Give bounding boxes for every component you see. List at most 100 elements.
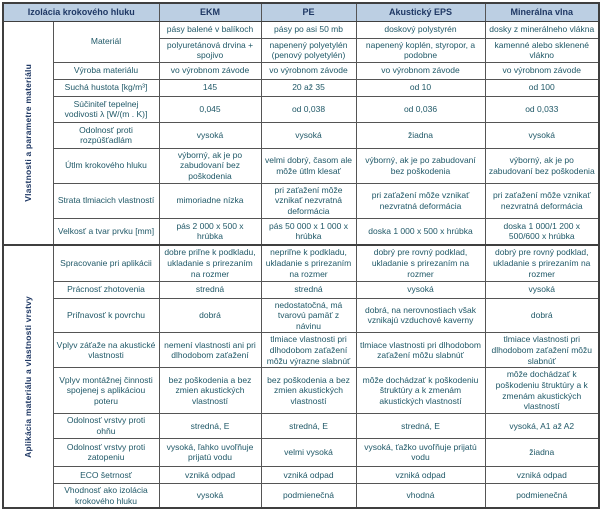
table-row: Vplyv montážnej činnosti spojenej s apli… xyxy=(3,367,600,414)
section-strip-properties: Vlastnosti a parametre materiálu xyxy=(2,20,54,246)
section-label-vertical: Vlastnosti a parametre materiálu xyxy=(22,63,33,202)
row-label: Velkosť a tvar prvku [mm] xyxy=(52,217,160,246)
value-cell: 20 až 35 xyxy=(260,78,357,97)
table-row: Odolnosť vrstvy proti zatopeniu vysoká, … xyxy=(3,437,600,467)
row-label: ECO šetrnosť xyxy=(52,465,160,484)
value-cell: vo výrobnom závode xyxy=(260,61,357,80)
table-row-material-form: Vlastnosti a parametre materiálu Materiá… xyxy=(2,20,600,246)
value-cell: vysoká xyxy=(355,280,486,299)
value-cell: výborný, ak je po zabudovaní bez poškode… xyxy=(484,147,600,184)
value-cell: kamenné alebo sklenené vlákno xyxy=(484,37,600,63)
value-cell: dosky z minerálneho vlákna xyxy=(484,20,600,39)
value-cell: od 10 xyxy=(355,78,486,97)
value-cell: dobrý pre rovný podklad, ukladanie s pri… xyxy=(484,244,600,282)
table-row: Strata tlmiacich vlastností mimoriadne n… xyxy=(3,182,600,219)
value-cell: nedostatočná, má tvarovú pamäť z návinu xyxy=(260,297,357,334)
row-label: Materiál xyxy=(52,20,160,63)
value-cell: môže dochádzať k poškodeniu štruktúry a … xyxy=(355,367,486,414)
row-label: Strata tlmiacich vlastností xyxy=(52,182,160,219)
value-cell: pásy po asi 50 mb xyxy=(260,20,357,39)
row-label: Suchá hustota [kg/m³] xyxy=(52,78,160,97)
row-label: Prácnosť zhotovenia xyxy=(52,280,160,299)
value-cell: vo výrobnom závode xyxy=(484,61,600,80)
value-cell: pri zaťažení môže vznikať nezvratná defo… xyxy=(484,182,600,219)
column-header-eps: Akustický EPS xyxy=(355,2,486,22)
section-strip-application: Aplikácia materiálu a vlastnosti vrstvy xyxy=(2,243,54,509)
value-cell: dobrá, na nerovnostiach však vznikajú vz… xyxy=(355,297,486,334)
value-cell: tlmiace vlastnosti pri dlhodobom zaťažen… xyxy=(355,332,486,369)
value-cell: žiadna xyxy=(355,121,486,149)
value-cell: od 0,038 xyxy=(260,95,357,123)
value-cell: vzniká odpad xyxy=(484,465,600,484)
row-label: Priľnavosť k povrchu xyxy=(52,297,160,334)
table-row: Útlm krokového hluku výborný, ak je po z… xyxy=(3,147,600,184)
row-label: Súčiniteľ tepelnej vodivosti λ [W/(m . K… xyxy=(52,95,160,123)
value-cell: nepriľne k podkladu, ukladanie s prireza… xyxy=(260,244,357,282)
value-cell: napenený koplén, styropor, a podobne xyxy=(355,37,486,63)
value-cell: dobrý pre rovný podklad, ukladanie s pri… xyxy=(355,244,486,282)
value-cell: vysoká xyxy=(484,121,600,149)
value-cell: pás 50 000 x 1 000 x hrúbka xyxy=(260,217,357,246)
table-row: Suchá hustota [kg/m³] 145 20 až 35 od 10… xyxy=(3,78,600,97)
table-row: Aplikácia materiálu a vlastnosti vrstvy … xyxy=(2,243,600,509)
row-label: Vhodnosť ako izolácia krokového hluku xyxy=(52,482,160,509)
value-cell: vysoká, ťažko uvoľňuje prijatú vodu xyxy=(355,437,486,467)
value-cell: velmi vysoká xyxy=(260,437,357,467)
value-cell: dobrá xyxy=(484,297,600,334)
value-cell: výborný, ak je po zabudovaní bez poškode… xyxy=(355,147,486,184)
table-row: Vhodnosť ako izolácia krokového hluku vy… xyxy=(3,482,600,509)
value-cell: tlmiace vlastnosti pri dlhodobom zaťažen… xyxy=(260,332,357,369)
value-cell: pri zaťažení môže vznikať nezvratná defo… xyxy=(260,182,357,219)
value-cell: vo výrobnom závode xyxy=(355,61,486,80)
value-cell: výborný, ak je po zabudovaní bez poškode… xyxy=(158,147,262,184)
value-cell: môže dochádzať k poškodeniu štruktúry a … xyxy=(484,367,600,414)
table-row: Výroba materiálu vo výrobnom závode vo v… xyxy=(3,61,600,80)
value-cell: vzniká odpad xyxy=(355,465,486,484)
table-header-row: Izolácia krokového hluku EKM PE Akustick… xyxy=(2,2,600,22)
value-cell: vysoká, ľahko uvoľňuje prijatú vodu xyxy=(158,437,262,467)
value-cell: mimoriadne nízka xyxy=(158,182,262,219)
value-cell: dobre priľne k podkladu, ukladanie s pri… xyxy=(158,244,262,282)
value-cell: stredná xyxy=(260,280,357,299)
row-label: Odolnosť proti rozpúšťadlám xyxy=(52,121,160,149)
row-label: Výroba materiálu xyxy=(52,61,160,80)
value-cell: podmienečná xyxy=(484,482,600,509)
table-row: Súčiniteľ tepelnej vodivosti λ [W/(m . K… xyxy=(3,95,600,123)
value-cell: doskový polystyrén xyxy=(355,20,486,39)
row-label: Útlm krokového hluku xyxy=(52,147,160,184)
value-cell: stredná, E xyxy=(355,412,486,439)
value-cell: od 100 xyxy=(484,78,600,97)
value-cell: doska 1 000 x 500 x hrúbka xyxy=(355,217,486,246)
table-row-material-composition: polyuretánová drvina + spojivo napenený … xyxy=(3,37,600,63)
value-cell: 145 xyxy=(158,78,262,97)
table-row: Priľnavosť k povrchu dobrá nedostatočná,… xyxy=(3,297,600,334)
value-cell: žiadna xyxy=(484,437,600,467)
column-header-pe: PE xyxy=(260,2,357,22)
table-row: Velkosť a tvar prvku [mm] pás 2 000 x 50… xyxy=(3,217,600,246)
value-cell: stredná, E xyxy=(158,412,262,439)
value-cell: velmi dobrý, časom ale môže útlm klesať xyxy=(260,147,357,184)
value-cell: od 0,036 xyxy=(355,95,486,123)
column-header-ekm: EKM xyxy=(158,2,262,22)
value-cell: bez poškodenia a bez zmien akustických v… xyxy=(158,367,262,414)
section-label-vertical: Aplikácia materiálu a vlastnosti vrstvy xyxy=(22,295,33,458)
table-row: Odolnosť proti rozpúšťadlám vysoká vysok… xyxy=(3,121,600,149)
value-cell: nemení vlastnosti ani pri dlhodobom zaťa… xyxy=(158,332,262,369)
row-label: Vplyv záťaže na akustické vlastnosti xyxy=(52,332,160,369)
table-row: ECO šetrnosť vzniká odpad vzniká odpad v… xyxy=(3,465,600,484)
value-cell: bez poškodenia a bez zmien akustických v… xyxy=(260,367,357,414)
value-cell: pri zaťažení môže vznikať nezvratná defo… xyxy=(355,182,486,219)
table-row: Prácnosť zhotovenia stredná stredná vyso… xyxy=(3,280,600,299)
row-label: Odolnosť vrstvy proti ohňu xyxy=(52,412,160,439)
value-cell: stredná, E xyxy=(260,412,357,439)
value-cell: vo výrobnom závode xyxy=(158,61,262,80)
value-cell: dobrá xyxy=(158,297,262,334)
value-cell: stredná xyxy=(158,280,262,299)
value-cell: vzniká odpad xyxy=(158,465,262,484)
value-cell: vysoká xyxy=(484,280,600,299)
value-cell: od 0,033 xyxy=(484,95,600,123)
value-cell: doska 1 000/1 200 x 500/600 x hrúbka xyxy=(484,217,600,246)
table-row: Odolnosť vrstvy proti ohňu stredná, E st… xyxy=(3,412,600,439)
